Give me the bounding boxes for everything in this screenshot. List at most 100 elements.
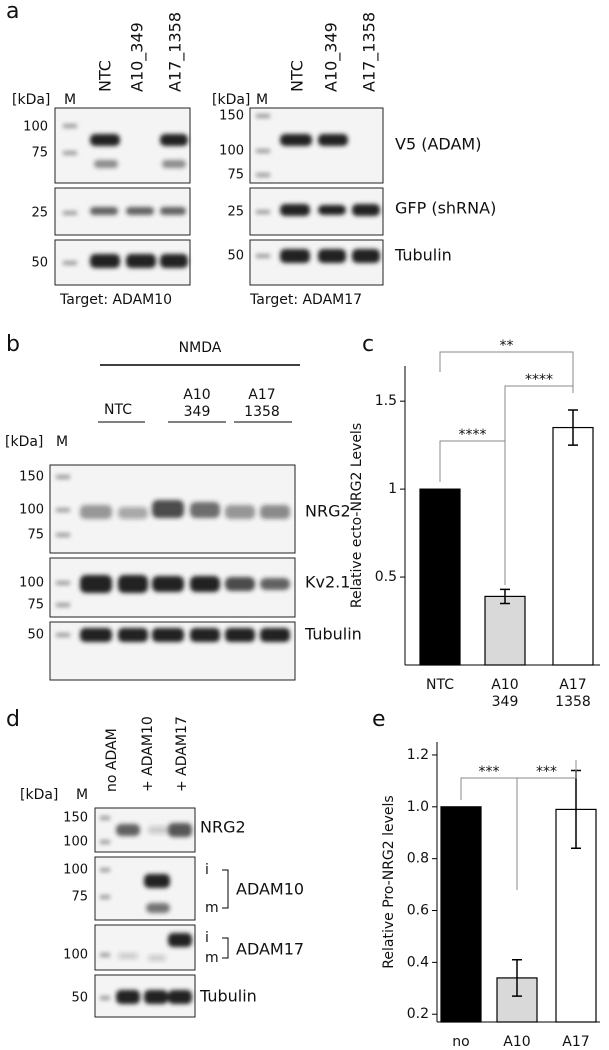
- x-tick-label: A17: [562, 1034, 589, 1050]
- bracket: [222, 869, 229, 909]
- kda-unit: [kDa]: [12, 92, 50, 108]
- form-label: i: [205, 862, 209, 878]
- bands: [100, 816, 192, 1004]
- blot-label: V5 (ADAM): [395, 135, 481, 154]
- panel-label: d: [6, 707, 20, 732]
- blot-label: NRG2: [305, 502, 351, 521]
- kda-unit: [kDa]: [20, 787, 58, 803]
- marker-size: 75: [27, 598, 44, 613]
- y-tick-label: 0.5: [375, 569, 397, 585]
- marker-size: 100: [219, 144, 244, 159]
- marker-size: 50: [27, 628, 44, 643]
- y-axis-label: Relative Pro-NRG2 levels: [381, 795, 397, 968]
- lane-label: NTC: [288, 60, 307, 92]
- lane-label: A10_349: [322, 22, 342, 92]
- lane-label: + ADAM10: [140, 716, 156, 792]
- bar: [440, 806, 482, 1023]
- marker-size: 50: [227, 249, 244, 264]
- treatment: NMDA: [179, 340, 222, 356]
- form-label: m: [205, 950, 219, 966]
- caption: Target: ADAM17: [249, 292, 362, 308]
- blot-label: Tubulin: [199, 987, 257, 1006]
- form-label: m: [205, 900, 219, 916]
- bar: [552, 426, 594, 666]
- x-tick-label: NTC: [426, 677, 454, 693]
- x-tick-label: A10: [503, 1034, 530, 1050]
- marker-size: 50: [71, 991, 88, 1006]
- marker-size: 25: [31, 206, 48, 221]
- marker-size: 75: [31, 146, 48, 161]
- group-label: A17 1358: [244, 387, 280, 420]
- marker-size: 50: [31, 256, 48, 271]
- significance-label: ***: [536, 764, 557, 780]
- kda-unit: [kDa]: [212, 92, 250, 108]
- panel-label: b: [6, 332, 20, 357]
- significance-bracket: [516, 760, 577, 890]
- significance-bracket: [504, 385, 574, 580]
- marker-size: 150: [219, 109, 244, 124]
- kda-unit: [kDa]: [5, 434, 43, 450]
- blot: [94, 924, 196, 971]
- lane-label: no ADAM: [104, 728, 120, 792]
- marker-size: 150: [63, 811, 88, 826]
- lane-label: M: [64, 92, 76, 108]
- bands: [63, 124, 188, 268]
- marker-size: 100: [19, 503, 44, 518]
- blot-label: Tubulin: [304, 625, 362, 644]
- form-label: i: [205, 930, 209, 946]
- blot-label: ADAM17: [236, 940, 304, 959]
- lane-label: A17_1358: [360, 12, 380, 92]
- marker-size: 100: [63, 863, 88, 878]
- lane-label: A17_1358: [166, 12, 186, 92]
- y-tick-label: 0.6: [407, 903, 429, 919]
- group-label: A10 349: [183, 387, 210, 420]
- blot: [249, 107, 384, 184]
- panel-label: e: [372, 707, 386, 732]
- x-tick-label: A17 1358: [555, 677, 591, 710]
- panel-label: c: [362, 332, 374, 357]
- blot-label: Tubulin: [394, 246, 452, 265]
- marker-size: 25: [227, 205, 244, 220]
- marker-size: 75: [27, 528, 44, 543]
- significance-label: **: [500, 338, 514, 354]
- y-tick-label: 1.0: [407, 799, 429, 815]
- y-tick-label: 0.8: [407, 851, 429, 867]
- significance-label: ***: [479, 764, 500, 780]
- group-label: NTC: [104, 402, 132, 418]
- error-bar: [512, 959, 522, 997]
- marker-size: 150: [19, 470, 44, 485]
- marker-size: 100: [63, 835, 88, 850]
- significance-label: ****: [525, 372, 553, 388]
- blot-label: GFP (shRNA): [395, 199, 496, 218]
- marker-size: 100: [23, 120, 48, 135]
- y-tick-label: 1: [388, 481, 397, 497]
- blot-label: ADAM10: [236, 880, 304, 899]
- marker-size: 100: [63, 948, 88, 963]
- y-tick-label: 1.5: [375, 393, 397, 409]
- lane-label: + ADAM17: [174, 716, 190, 792]
- bands: [56, 475, 290, 642]
- lane-label: NTC: [96, 60, 115, 92]
- y-tick-label: 0.4: [407, 954, 429, 970]
- bands: [256, 114, 380, 263]
- blot-label: NRG2: [200, 818, 246, 837]
- blot: [94, 856, 196, 921]
- bracket: [222, 937, 229, 959]
- y-axis-label: Relative ecto-NRG2 Levels: [349, 423, 365, 608]
- panel-label: a: [6, 0, 19, 24]
- error-bar: [500, 588, 510, 605]
- marker-size: 100: [19, 576, 44, 591]
- lane-label: M: [76, 787, 88, 803]
- caption: Target: ADAM10: [59, 292, 172, 308]
- lane-label: M: [56, 434, 68, 450]
- lane-label: A10_349: [128, 22, 148, 92]
- marker-size: 75: [227, 168, 244, 183]
- y-tick-label: 1.2: [407, 747, 429, 763]
- marker-size: 75: [71, 890, 88, 905]
- error-bar: [568, 409, 578, 446]
- significance-bracket: [439, 351, 574, 393]
- significance-label: ****: [459, 427, 487, 443]
- x-tick-label: A10 349: [491, 677, 518, 710]
